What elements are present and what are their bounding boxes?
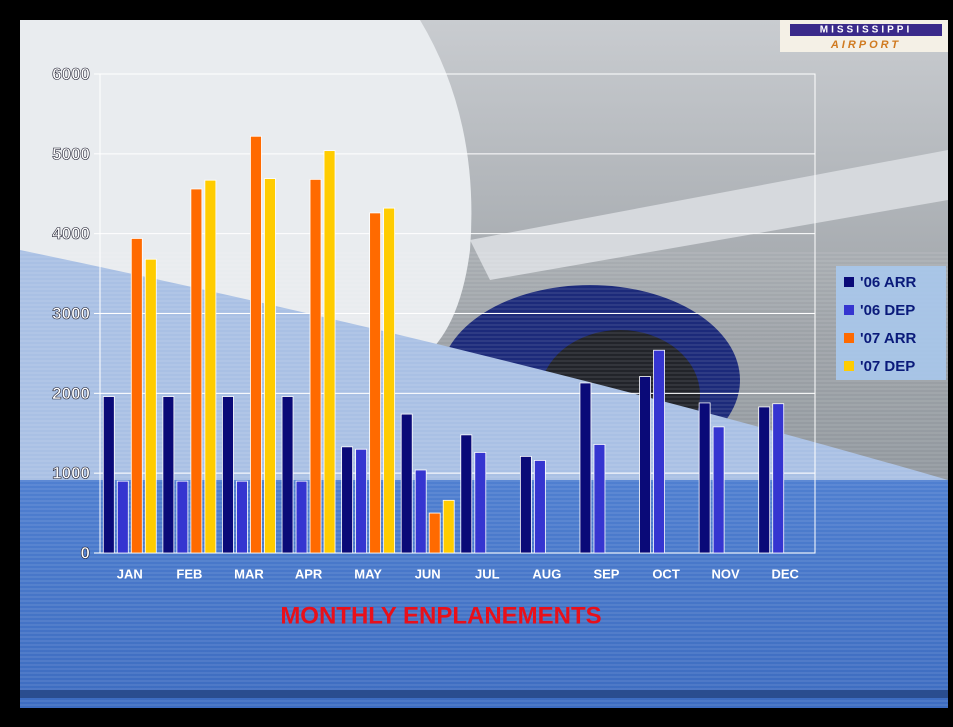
bar <box>324 151 335 553</box>
y-tick-label: 6000 <box>52 64 90 83</box>
x-tick-label: JUN <box>415 566 441 581</box>
bar <box>415 470 426 553</box>
x-tick-label: SEP <box>593 566 619 581</box>
bar <box>205 180 216 553</box>
bar <box>443 500 454 553</box>
bar <box>370 213 381 553</box>
x-tick-label: OCT <box>652 566 680 581</box>
legend-swatch <box>844 277 854 287</box>
bar <box>429 513 440 553</box>
bar <box>401 414 412 553</box>
bar <box>759 407 770 553</box>
y-tick-label: 1000 <box>52 464 90 483</box>
bar <box>342 447 353 553</box>
legend-swatch <box>844 361 854 371</box>
x-tick-label: JAN <box>117 566 143 581</box>
legend-swatch <box>844 305 854 315</box>
legend-label: '07 ARR <box>860 330 917 347</box>
bar <box>131 238 142 553</box>
bar <box>534 460 545 553</box>
bar <box>713 427 724 553</box>
y-tick-label: 5000 <box>52 144 90 163</box>
legend-label: '07 DEP <box>860 358 915 375</box>
x-tick-label: APR <box>295 566 323 581</box>
bottom-strip <box>20 690 948 698</box>
bar <box>356 449 367 553</box>
bar <box>773 404 784 553</box>
x-tick-label: MAY <box>354 566 382 581</box>
bar <box>640 377 651 553</box>
x-tick-label: AUG <box>532 566 561 581</box>
x-tick-label: MAR <box>234 566 264 581</box>
page: MISSISSIPPI AIRPORT MONTHLY ENPLANEMENTS… <box>0 0 953 727</box>
bar <box>177 481 188 553</box>
bar <box>145 259 156 553</box>
x-tick-label: JUL <box>475 566 500 581</box>
bar <box>117 481 128 553</box>
logo-text: MISSISSIPPI <box>820 25 912 36</box>
bar <box>163 397 174 553</box>
bar <box>594 444 605 553</box>
bar <box>520 456 531 553</box>
bar <box>654 350 665 553</box>
bar <box>699 403 710 553</box>
y-tick-label: 4000 <box>52 224 90 243</box>
legend-swatch <box>844 333 854 343</box>
bar <box>264 179 275 553</box>
bar <box>310 179 321 553</box>
bar <box>461 435 472 553</box>
y-tick-label: 2000 <box>52 384 90 403</box>
bar <box>580 383 591 553</box>
chart-title: MONTHLY ENPLANEMENTS <box>280 602 601 629</box>
x-tick-label: NOV <box>712 566 741 581</box>
legend-label: '06 DEP <box>860 302 915 319</box>
bar <box>222 397 233 553</box>
logo-text: AIRPORT <box>830 39 901 51</box>
legend-label: '06 ARR <box>860 274 917 291</box>
bar <box>191 189 202 553</box>
chart: MISSISSIPPI AIRPORT MONTHLY ENPLANEMENTS… <box>0 0 953 722</box>
bar <box>475 452 486 553</box>
bar <box>103 397 114 553</box>
bar <box>384 208 395 553</box>
y-tick-label: 0 <box>81 543 90 562</box>
bar <box>282 397 293 553</box>
bar <box>236 481 247 553</box>
x-tick-label: FEB <box>176 566 202 581</box>
y-tick-label: 3000 <box>52 304 90 323</box>
x-tick-label: DEC <box>771 566 799 581</box>
bar <box>296 481 307 553</box>
bar <box>250 136 261 553</box>
